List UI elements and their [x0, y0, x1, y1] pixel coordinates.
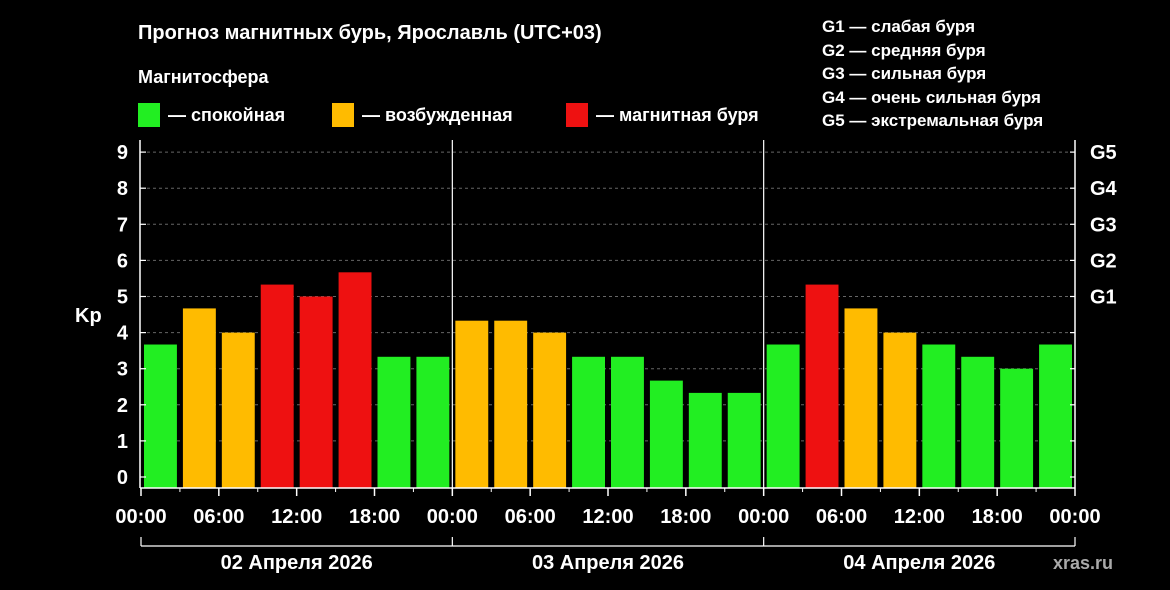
- day-label: 04 Апреля 2026: [843, 552, 995, 574]
- y-tick-label: 3: [117, 359, 128, 381]
- day-label: 02 Апреля 2026: [221, 552, 373, 574]
- kp-bar: [922, 344, 956, 488]
- kp-bar: [611, 356, 644, 488]
- g-legend-g1: G1 — слабая буря: [822, 17, 976, 36]
- kp-bar: [883, 332, 917, 488]
- y-tick-label: 0: [117, 467, 128, 489]
- chart-title: Прогноз магнитных бурь, Ярославль (UTC+0…: [138, 22, 602, 44]
- kp-bar: [649, 380, 683, 488]
- y-tick-label: 4: [117, 323, 129, 345]
- g-legend-g3: G3 — сильная буря: [822, 64, 987, 84]
- y-tick-label: 9: [117, 142, 128, 164]
- day-label: 03 Апреля 2026: [532, 552, 684, 574]
- g-axis-label: G1: [1090, 287, 1117, 309]
- x-tick-label: 18:00: [660, 506, 711, 528]
- kp-bar: [961, 356, 995, 488]
- legend-swatch-active: [332, 103, 354, 127]
- kp-bar: [805, 284, 839, 488]
- kp-bar: [182, 308, 216, 488]
- kp-bar: [144, 344, 177, 488]
- kp-bar: [221, 332, 255, 488]
- g-axis-label: G2: [1090, 250, 1117, 272]
- kp-bar: [572, 356, 605, 488]
- watermark: xras.ru: [1053, 553, 1114, 573]
- kp-bar: [1039, 344, 1072, 488]
- x-tick-label: 06:00: [505, 506, 556, 528]
- kp-bar: [727, 392, 761, 488]
- g-axis-label: G3: [1090, 214, 1117, 236]
- kp-bar: [455, 320, 489, 488]
- g-scale-legend: G1 — слабая буря G2 — средняя буря G3 — …: [822, 15, 1043, 133]
- kp-bar: [688, 392, 722, 488]
- y-tick-label: 2: [117, 395, 128, 417]
- legend-label-quiet: — спокойная: [168, 104, 286, 125]
- x-tick-label: 12:00: [894, 506, 945, 528]
- legend-item-active: — возбужденная: [332, 102, 513, 128]
- y-tick-label: 8: [117, 178, 128, 200]
- legend-item-quiet: — спокойная: [138, 102, 285, 128]
- legend-label-storm: — магнитная буря: [596, 104, 759, 125]
- g-legend-g5: G5 — экстремальная буря: [822, 111, 1044, 131]
- x-tick-label: 00:00: [427, 506, 478, 528]
- kp-bar: [1000, 368, 1034, 488]
- legend-item-storm: — магнитная буря: [566, 102, 759, 128]
- kp-bar: [338, 272, 372, 488]
- y-tick-label: 7: [117, 214, 128, 236]
- y-axis-label: Kp: [75, 305, 102, 327]
- g-legend-g2: G2 — средняя буря: [822, 40, 986, 60]
- x-tick-label: 12:00: [271, 506, 322, 528]
- y-tick-label: 5: [117, 287, 128, 309]
- g-legend-g4: G4 — очень сильная буря: [822, 87, 1041, 107]
- kp-bar: [494, 320, 528, 488]
- x-tick-label: 06:00: [193, 506, 244, 528]
- x-tick-label: 18:00: [972, 506, 1023, 528]
- x-tick-label: 18:00: [349, 506, 400, 528]
- legend-label-active: — возбужденная: [362, 104, 513, 125]
- legend-subtitle: Магнитосфера: [138, 67, 269, 87]
- y-tick-label: 6: [117, 250, 128, 272]
- x-tick-label: 00:00: [115, 506, 166, 528]
- kp-bar: [533, 332, 567, 488]
- g-axis-label: G4: [1090, 178, 1118, 200]
- kp-bar: [766, 344, 800, 488]
- legend-swatch-quiet: [138, 103, 160, 127]
- g-axis-label: G5: [1090, 142, 1117, 164]
- y-tick-label: 1: [117, 431, 128, 453]
- legend-swatch-storm: [566, 103, 588, 127]
- x-tick-label: 00:00: [738, 506, 789, 528]
- x-tick-label: 12:00: [582, 506, 633, 528]
- kp-bar: [260, 284, 294, 488]
- kp-bar: [416, 356, 450, 488]
- x-tick-label: 06:00: [816, 506, 867, 528]
- kp-bar: [377, 356, 411, 488]
- x-tick-label: 00:00: [1049, 506, 1100, 528]
- kp-bar: [844, 308, 878, 488]
- kp-bar: [299, 296, 333, 488]
